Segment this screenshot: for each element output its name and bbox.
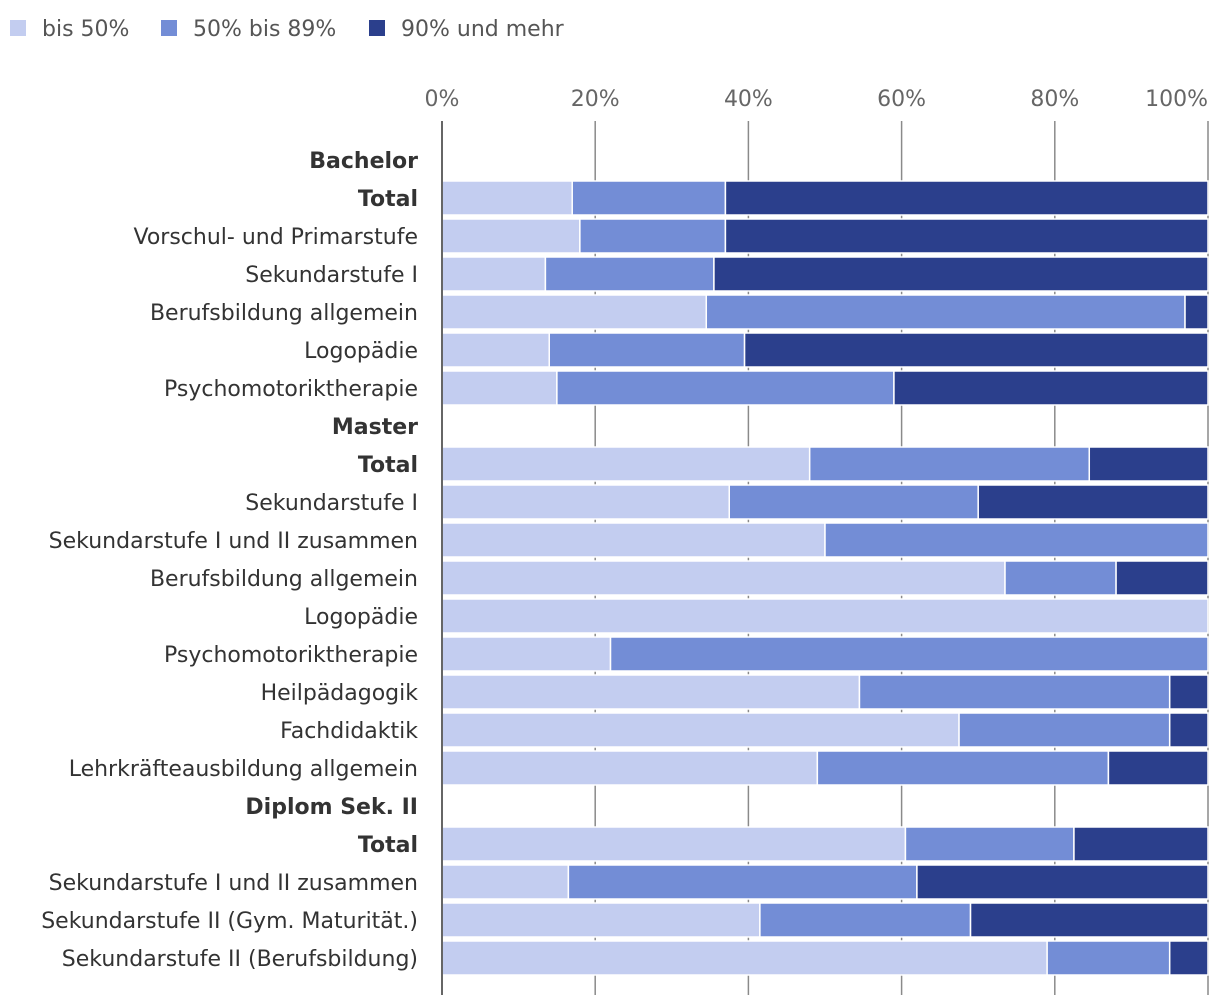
category-label: Sekundarstufe II (Berufsbildung) xyxy=(62,947,418,972)
group-header-label: Bachelor xyxy=(309,149,418,174)
bar-segment-bis-50- xyxy=(441,522,826,558)
legend: bis 50% 50% bis 89% 90% und mehr xyxy=(10,17,565,42)
category-label: Sekundarstufe I und II zusammen xyxy=(49,871,418,896)
bar-segment-50-bis-89- xyxy=(824,522,1209,558)
bar-segment-50-bis-89- xyxy=(544,256,715,292)
x-tick-label: 40% xyxy=(724,87,773,112)
legend-label: 90% und mehr xyxy=(401,17,565,42)
legend-swatch xyxy=(369,20,385,36)
category-label: Psychomotoriktherapie xyxy=(164,643,418,668)
bars xyxy=(441,180,1209,976)
category-label: Heilpädagogik xyxy=(261,681,419,706)
x-tick-label: 80% xyxy=(1030,87,1079,112)
category-label: Sekundarstufe I xyxy=(245,491,418,516)
bar-segment-bis-50- xyxy=(441,902,761,938)
bar-segment-90-und-mehr xyxy=(893,370,1209,406)
bar-segment-50-bis-89- xyxy=(567,864,918,900)
bar-segment-bis-50- xyxy=(441,560,1006,596)
bar-segment-bis-50- xyxy=(441,826,907,862)
bar-segment-90-und-mehr xyxy=(724,180,1209,216)
bar-segment-50-bis-89- xyxy=(858,674,1171,710)
bar-segment-bis-50- xyxy=(441,256,547,292)
bar-segment-50-bis-89- xyxy=(556,370,895,406)
bar-segment-50-bis-89- xyxy=(1004,560,1117,596)
category-label: Psychomotoriktherapie xyxy=(164,377,418,402)
bar-segment-bis-50- xyxy=(441,332,550,368)
bar-segment-50-bis-89- xyxy=(705,294,1186,330)
bar-segment-90-und-mehr xyxy=(1115,560,1209,596)
bar-segment-90-und-mehr xyxy=(713,256,1209,292)
bar-segment-90-und-mehr xyxy=(1168,712,1209,748)
bar-segment-90-und-mehr xyxy=(969,902,1209,938)
category-label: Berufsbildung allgemein xyxy=(150,301,418,326)
bar-segment-90-und-mehr xyxy=(1184,294,1209,330)
bar-segment-90-und-mehr xyxy=(916,864,1209,900)
bar-segment-90-und-mehr xyxy=(743,332,1209,368)
x-tick-label: 20% xyxy=(571,87,620,112)
legend-label: 50% bis 89% xyxy=(193,17,336,42)
x-axis-ticks: 0% 20% 40% 60% 80% 100% xyxy=(425,87,1208,112)
category-label: Lehrkräfteausbildung allgemein xyxy=(69,757,418,782)
bar-segment-90-und-mehr xyxy=(1168,674,1209,710)
legend-label: bis 50% xyxy=(42,17,129,42)
bar-segment-90-und-mehr xyxy=(977,484,1209,520)
bar-segment-bis-50- xyxy=(441,674,861,710)
category-label: Sekundarstufe II (Gym. Maturität.) xyxy=(41,909,418,934)
bar-segment-50-bis-89- xyxy=(571,180,727,216)
bar-segment-50-bis-89- xyxy=(904,826,1075,862)
bar-segment-50-bis-89- xyxy=(1046,940,1171,976)
bar-segment-90-und-mehr xyxy=(1088,446,1209,482)
bar-segment-bis-50- xyxy=(441,864,570,900)
category-label: Total xyxy=(358,833,418,858)
bar-segment-50-bis-89- xyxy=(728,484,979,520)
x-tick-label: 60% xyxy=(877,87,926,112)
category-label: Fachdidaktik xyxy=(280,719,418,744)
bar-segment-50-bis-89- xyxy=(609,636,1209,672)
bar-segment-50-bis-89- xyxy=(579,218,727,254)
bar-segment-bis-50- xyxy=(441,940,1048,976)
bar-segment-bis-50- xyxy=(441,712,960,748)
group-header-label: Diplom Sek. II xyxy=(245,795,418,820)
legend-swatch xyxy=(161,20,177,36)
bar-segment-50-bis-89- xyxy=(808,446,1091,482)
bar-segment-50-bis-89- xyxy=(759,902,972,938)
bar-segment-50-bis-89- xyxy=(958,712,1171,748)
category-label: Sekundarstufe I xyxy=(245,263,418,288)
bar-segment-bis-50- xyxy=(441,598,1209,634)
bar-segment-bis-50- xyxy=(441,294,708,330)
x-tick-label: 100% xyxy=(1145,87,1208,112)
category-label: Logopädie xyxy=(304,339,418,364)
category-label: Sekundarstufe I und II zusammen xyxy=(49,529,418,554)
category-label: Total xyxy=(358,187,418,212)
bar-segment-bis-50- xyxy=(441,218,581,254)
bar-segment-50-bis-89- xyxy=(816,750,1110,786)
category-labels: Bachelor Total Vorschul- und Primarstufe Se… xyxy=(41,149,418,972)
bar-segment-bis-50- xyxy=(441,750,819,786)
group-header-label: Master xyxy=(332,415,418,440)
bar-segment-bis-50- xyxy=(441,636,612,672)
category-label: Total xyxy=(358,453,418,478)
bar-segment-90-und-mehr xyxy=(1168,940,1209,976)
category-label: Berufsbildung allgemein xyxy=(150,567,418,592)
category-label: Vorschul- und Primarstufe xyxy=(134,225,419,250)
x-tick-label: 0% xyxy=(425,87,460,112)
bar-segment-90-und-mehr xyxy=(724,218,1209,254)
bar-segment-90-und-mehr xyxy=(1107,750,1209,786)
category-label: Logopädie xyxy=(304,605,418,630)
bar-segment-50-bis-89- xyxy=(548,332,746,368)
bar-segment-bis-50- xyxy=(441,446,811,482)
bar-segment-90-und-mehr xyxy=(1073,826,1209,862)
bar-segment-bis-50- xyxy=(441,180,573,216)
bar-segment-bis-50- xyxy=(441,370,558,406)
legend-swatch xyxy=(10,20,26,36)
bar-segment-bis-50- xyxy=(441,484,730,520)
